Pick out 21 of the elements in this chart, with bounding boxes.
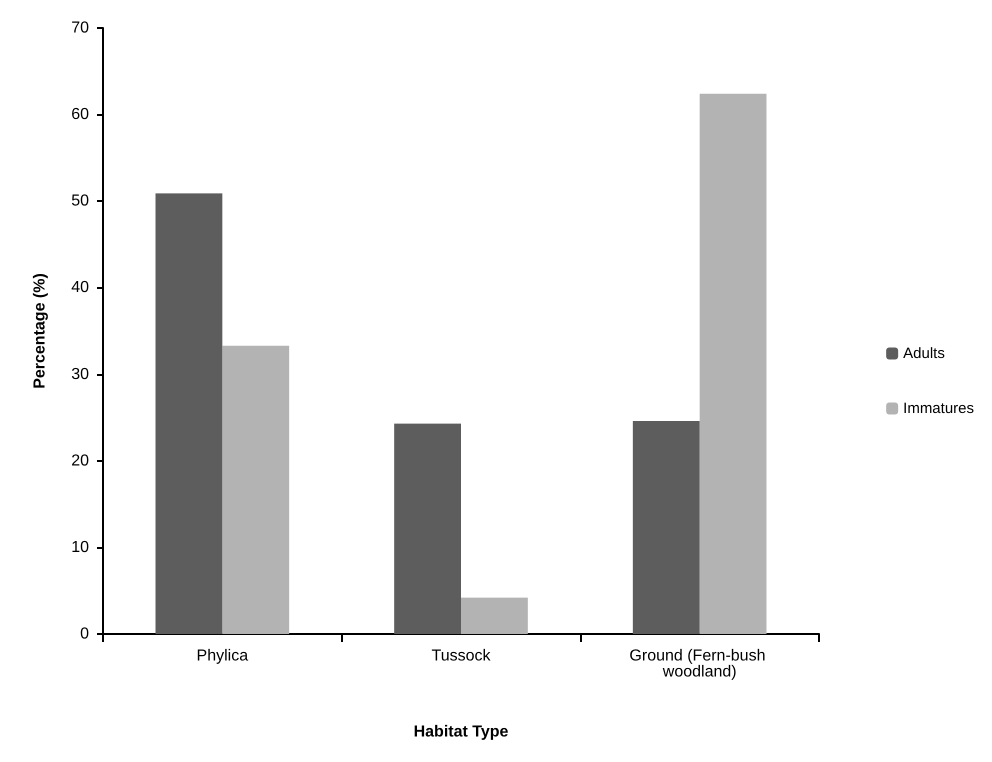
bar [461,598,528,634]
y-tick-label: 60 [71,106,90,124]
y-tick-label: 10 [71,538,90,556]
y-tick-label: 0 [80,626,90,642]
y-tick-label: 30 [71,366,90,383]
y-axis-title: Percentage (%) [32,273,48,389]
x-axis-title: Habitat Type [414,724,509,740]
legend-label: Immatures [903,400,974,417]
bar [222,346,290,634]
y-tick-label: 40 [71,279,90,296]
x-tick-label: Ground (Fern-bush woodland) [629,648,770,680]
y-tick-label: 50 [71,192,90,210]
y-tick-label: 70 [71,20,90,36]
legend-label: Adults [903,345,945,362]
bar [632,421,700,634]
x-tick-label: Tussock [432,648,492,664]
bar [156,193,222,634]
bar [394,424,461,634]
bar [700,94,766,634]
x-tick-label: Phylica [196,648,248,664]
y-tick-label: 20 [71,452,90,470]
